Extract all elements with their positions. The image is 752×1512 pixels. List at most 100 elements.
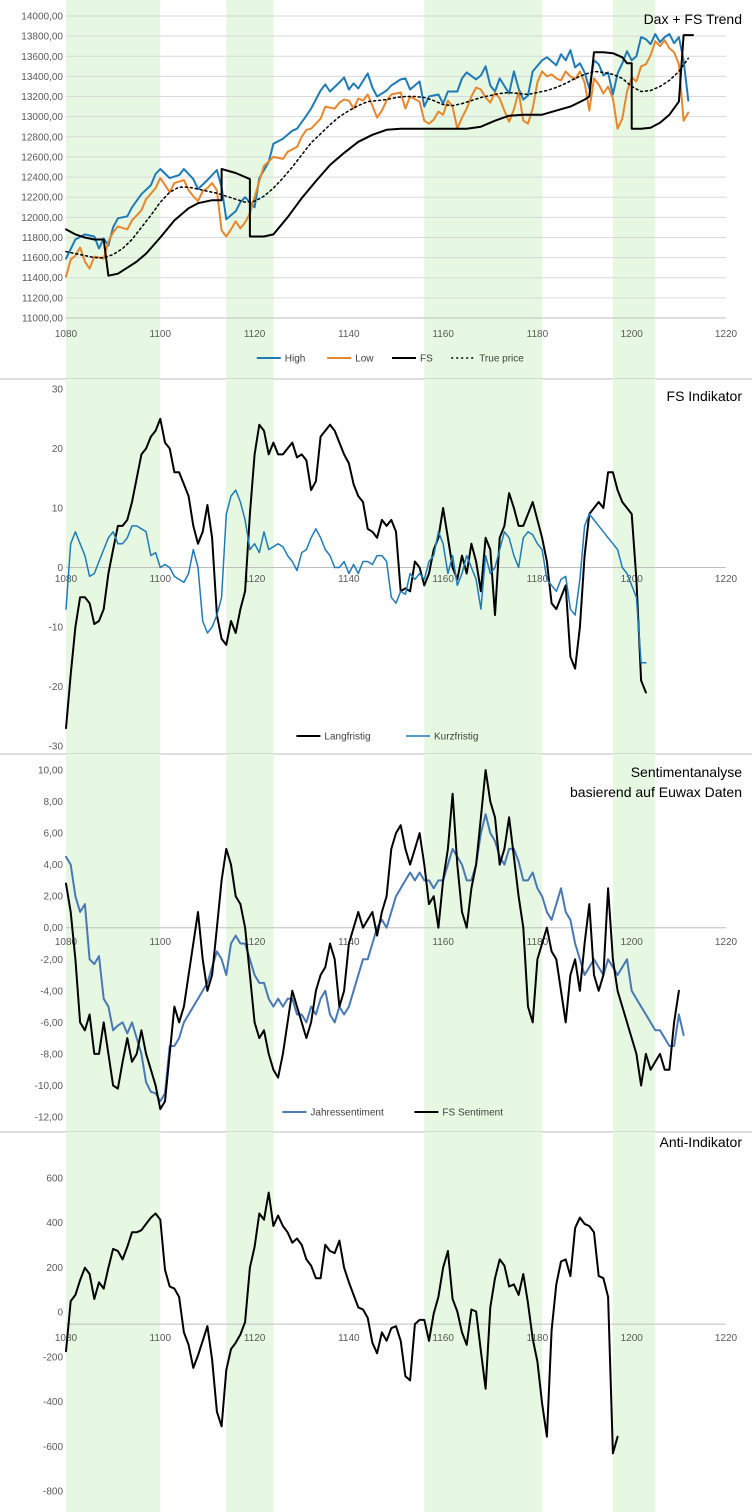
y-tick-label: 10	[52, 504, 64, 515]
y-tick-label: 8,00	[44, 797, 64, 808]
y-tick-label: 0,00	[44, 923, 64, 934]
x-tick-label: 1120	[244, 329, 266, 340]
x-tick-label: 1160	[432, 329, 454, 340]
chart-title: Dax + FS Trend	[644, 11, 742, 27]
y-tick-label: 11000,00	[22, 314, 63, 325]
highlight-band	[226, 379, 274, 754]
y-tick-label: 12000,00	[21, 213, 63, 224]
y-tick-label: -20	[49, 682, 64, 693]
legend-label: Kurzfristig	[434, 732, 478, 743]
y-tick-label: 11600,00	[22, 253, 63, 264]
highlight-band	[226, 1132, 274, 1512]
highlight-band	[612, 0, 656, 379]
y-tick-label: 2,00	[44, 892, 64, 903]
x-tick-label: 1100	[150, 1333, 172, 1344]
y-tick-label: 0	[57, 1308, 63, 1319]
legend-label: Jahressentiment	[310, 1108, 384, 1119]
y-tick-label: 12200,00	[21, 193, 63, 204]
x-tick-label: 1200	[621, 329, 644, 340]
y-tick-label: 4,00	[44, 860, 64, 871]
y-tick-label: -600	[43, 1442, 63, 1453]
legend-label: FS Sentiment	[442, 1108, 503, 1119]
x-tick-label: 1180	[527, 937, 549, 948]
y-tick-label: 11800,00	[22, 233, 63, 244]
y-tick-label: 200	[46, 1263, 63, 1274]
chart-title: Sentimentanalyse	[631, 764, 743, 780]
chart-title: basierend auf Euwax Daten	[570, 784, 742, 800]
x-tick-label: 1200	[621, 574, 644, 585]
highlight-band	[612, 379, 656, 754]
highlight-band	[424, 754, 543, 1132]
x-tick-label: 1160	[432, 937, 454, 948]
x-tick-label: 1100	[150, 937, 172, 948]
y-tick-label: -12,00	[35, 1113, 64, 1124]
y-tick-label: 13800,00	[21, 32, 63, 43]
x-tick-label: 1180	[527, 329, 549, 340]
legend-label: Low	[355, 354, 374, 365]
y-tick-label: -4,00	[40, 986, 63, 997]
series-line-kurzfristig	[65, 489, 647, 664]
y-tick-label: 12800,00	[21, 132, 63, 143]
highlight-band	[424, 1132, 543, 1512]
y-tick-label: -400	[43, 1397, 63, 1408]
y-tick-label: -10,00	[35, 1081, 64, 1092]
y-tick-label: -200	[43, 1352, 63, 1363]
chart-panel-2: -30 -20 -10 0 10 20 30 1080 1100 1120 1140 1160 1180…	[0, 379, 752, 755]
series-line-fs-sentiment	[65, 769, 680, 1111]
y-tick-label: -800	[43, 1487, 63, 1498]
y-tick-label: 13200,00	[21, 92, 63, 103]
y-tick-label: -8,00	[40, 1049, 63, 1060]
y-tick-label: 12600,00	[21, 152, 63, 163]
x-tick-label: 1200	[621, 937, 644, 948]
x-tick-label: 1160	[432, 1333, 454, 1344]
y-tick-label: 400	[46, 1218, 63, 1229]
x-tick-label: 1100	[150, 574, 172, 585]
chart-title: Anti-Indikator	[660, 1134, 743, 1150]
y-tick-label: 12400,00	[21, 173, 63, 184]
x-tick-label: 1080	[55, 329, 78, 340]
x-tick-label: 1160	[432, 574, 454, 585]
x-tick-label: 1080	[55, 937, 78, 948]
y-tick-label: 13600,00	[21, 52, 63, 63]
legend-label: True price	[479, 354, 524, 365]
x-tick-label: 1140	[338, 1333, 360, 1344]
series-line-anti-indikator	[65, 1191, 619, 1455]
y-tick-label: 20	[52, 444, 64, 455]
y-tick-label: 600	[46, 1174, 63, 1185]
highlight-band	[66, 0, 161, 379]
legend-label: FS	[420, 354, 433, 365]
y-tick-label: -6,00	[40, 1018, 63, 1029]
y-tick-label: 30	[52, 385, 64, 396]
highlight-band	[612, 1132, 656, 1512]
x-tick-label: 1180	[527, 1333, 549, 1344]
x-tick-label: 1120	[244, 574, 266, 585]
x-tick-label: 1220	[715, 574, 738, 585]
y-tick-label: 14000,00	[21, 12, 63, 23]
x-tick-label: 1120	[244, 937, 266, 948]
y-tick-label: -2,00	[40, 955, 63, 966]
x-tick-label: 1180	[527, 574, 549, 585]
y-tick-label: 11200,00	[22, 293, 63, 304]
y-tick-label: 6,00	[44, 829, 64, 840]
y-tick-label: -10	[49, 623, 64, 634]
highlight-band	[226, 754, 274, 1132]
chart-panel-1: 11000,00 11200,00 11400,00 11600,00 11800,00…	[0, 0, 752, 380]
x-tick-label: 1140	[338, 574, 360, 585]
series-line-fs	[65, 34, 694, 277]
x-tick-label: 1100	[150, 329, 172, 340]
chart-panel-3: -12,00 -10,00 -8,00 -6,00 -4,00 -2,00 0,00 2,00…	[0, 754, 752, 1133]
highlight-band	[424, 0, 543, 379]
highlight-band	[66, 1132, 161, 1512]
y-tick-label: 10,00	[38, 766, 63, 777]
x-tick-label: 1220	[715, 937, 738, 948]
y-tick-label: 13000,00	[21, 112, 63, 123]
x-tick-label: 1120	[244, 1333, 266, 1344]
highlight-band	[612, 754, 656, 1132]
y-tick-label: 0	[57, 563, 63, 574]
x-tick-label: 1080	[55, 574, 78, 585]
x-tick-label: 1220	[715, 329, 738, 340]
x-tick-label: 1220	[715, 1333, 738, 1344]
y-tick-label: 11400,00	[22, 273, 63, 284]
